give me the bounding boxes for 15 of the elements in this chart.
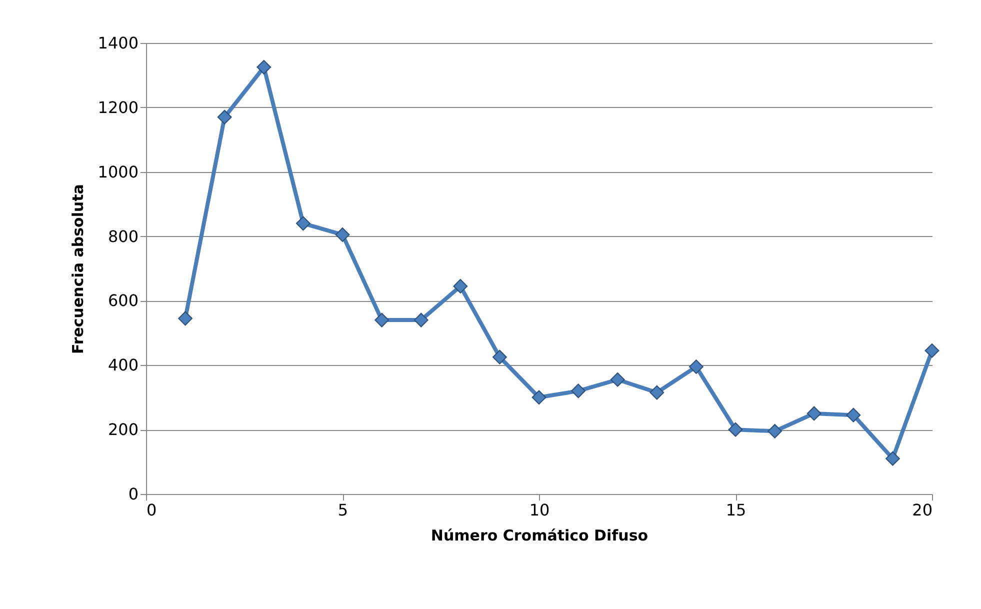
y-tick-label: 200 <box>108 420 138 440</box>
y-tick-label: 600 <box>108 291 138 310</box>
x-axis-title: Número Cromático Difuso <box>430 526 648 544</box>
x-tick-label: 20 <box>912 500 932 520</box>
y-axis-title: Frecuencia absoluta <box>68 184 87 354</box>
y-tick-label: 0 <box>128 484 138 504</box>
y-tick-label: 800 <box>108 226 138 246</box>
x-tick-label: 10 <box>529 500 550 520</box>
y-tick-label: 400 <box>108 356 138 375</box>
y-tick-label: 1000 <box>98 162 138 182</box>
x-tick-label: 15 <box>726 500 746 520</box>
x-tick-label: 0 <box>146 500 157 520</box>
y-tick-label: 1200 <box>98 98 138 117</box>
y-tick-label: 1400 <box>98 34 138 52</box>
x-tick-label: 5 <box>338 500 348 520</box>
